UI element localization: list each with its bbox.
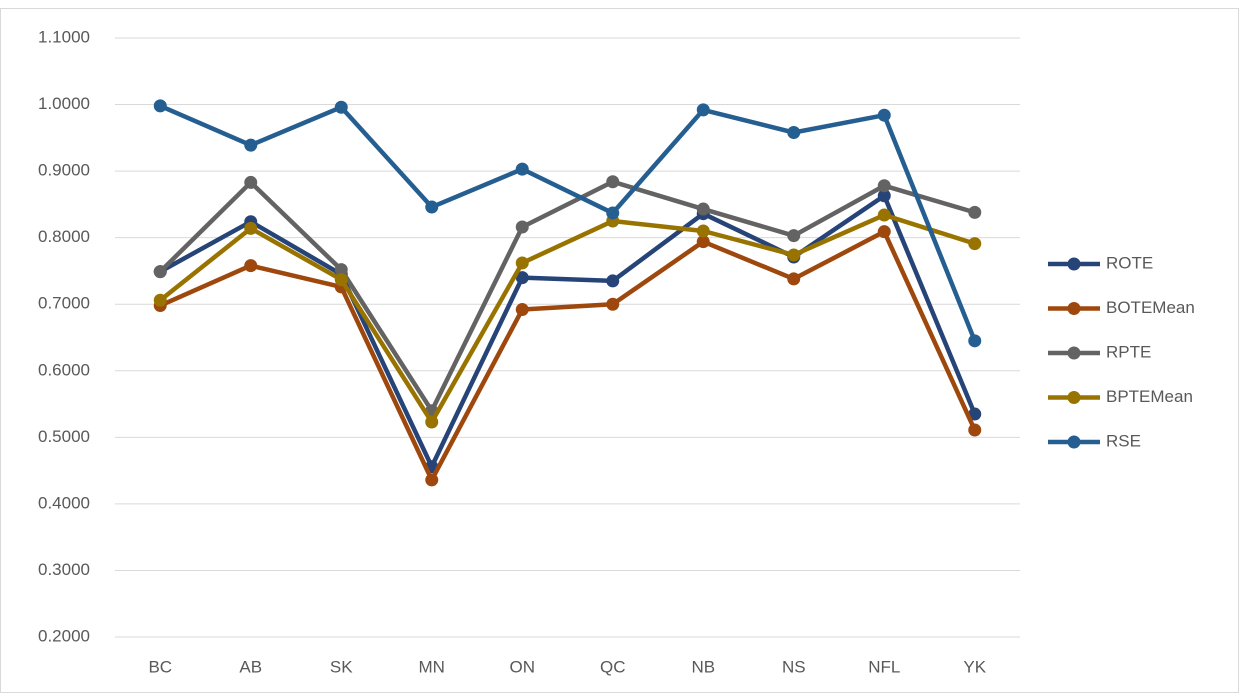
data-point [877, 208, 891, 222]
x-tick-label: SK [330, 657, 353, 676]
data-point [606, 206, 620, 220]
y-tick-label: 1.0000 [38, 94, 90, 113]
y-tick-label: 0.7000 [38, 294, 90, 313]
data-point [877, 189, 891, 203]
data-point [515, 162, 529, 176]
legend-marker [1067, 346, 1081, 360]
data-point [606, 175, 620, 189]
x-tick-label: BC [148, 657, 172, 676]
x-tick-label: AB [239, 657, 262, 676]
y-tick-label: 0.9000 [38, 161, 90, 180]
data-point [787, 126, 801, 140]
x-tick-label: MN [419, 657, 445, 676]
data-point [515, 256, 529, 270]
data-point [968, 423, 982, 437]
series-line [159, 193, 977, 469]
x-tick-label: YK [963, 657, 986, 676]
data-point [425, 473, 439, 487]
y-tick-label: 0.5000 [38, 427, 90, 446]
legend-marker [1067, 302, 1081, 315]
series-line [159, 103, 977, 342]
y-tick-label: 0.8000 [38, 227, 90, 246]
data-point [787, 272, 801, 286]
data-point [968, 237, 982, 251]
data-point [334, 100, 348, 114]
data-point [515, 271, 529, 285]
legend-label: RPTE [1106, 342, 1151, 361]
y-tick-label: 0.6000 [38, 360, 90, 379]
data-point [696, 202, 710, 216]
data-point [968, 205, 982, 219]
data-point [696, 235, 710, 249]
data-point [877, 225, 891, 239]
data-point [606, 274, 620, 288]
series-line [159, 229, 977, 483]
data-point [696, 224, 710, 238]
data-point [244, 259, 258, 273]
data-point [334, 273, 348, 287]
legend-label: ROTE [1106, 253, 1153, 272]
x-tick-label: QC [600, 657, 626, 676]
x-tick-label: NB [691, 657, 715, 676]
data-point [515, 220, 529, 234]
legend-label: BOTEMean [1106, 298, 1195, 317]
legend-label: RSE [1106, 431, 1141, 450]
data-point [606, 297, 620, 311]
y-tick-label: 0.4000 [38, 493, 90, 512]
chart-frame [0, 8, 1239, 693]
data-point [787, 248, 801, 262]
data-point [968, 334, 982, 348]
data-point [968, 407, 982, 421]
legend-marker [1067, 391, 1081, 404]
data-point [877, 179, 891, 193]
y-tick-label: 0.2000 [38, 626, 90, 645]
data-point [696, 103, 710, 117]
data-point [244, 138, 258, 152]
data-point [425, 415, 439, 429]
x-tick-label: NS [782, 657, 806, 676]
series-line [158, 179, 976, 413]
data-point [425, 200, 439, 214]
y-tick-label: 0.3000 [38, 560, 90, 579]
data-point [153, 99, 167, 113]
data-point [515, 303, 529, 317]
x-tick-label: ON [510, 657, 536, 676]
data-point [153, 293, 167, 307]
data-point [153, 265, 167, 279]
data-point [334, 263, 348, 277]
series-line [158, 212, 976, 425]
data-point [787, 229, 801, 243]
y-tick-label: 1.1000 [38, 27, 90, 46]
x-tick-label: NFL [868, 657, 900, 676]
legend-label: BPTEMean [1106, 387, 1193, 406]
data-point [244, 221, 258, 235]
data-point [877, 108, 891, 122]
data-point [244, 175, 258, 189]
legend-marker [1067, 435, 1081, 449]
legend-marker [1067, 257, 1081, 271]
